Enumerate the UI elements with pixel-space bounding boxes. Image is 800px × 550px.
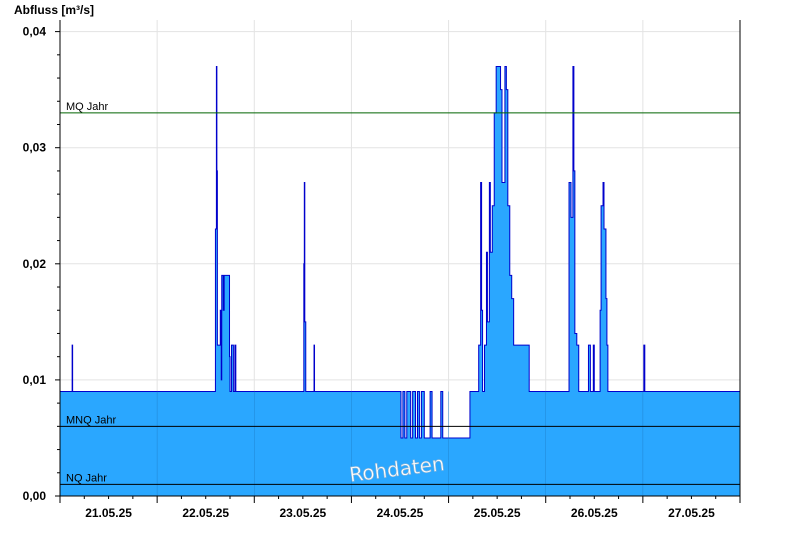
x-tick-label-1: 22.05.25: [182, 506, 229, 520]
x-tick-label-2: 23.05.25: [279, 506, 326, 520]
reference-label-1: MNQ Jahr: [66, 414, 116, 426]
reference-label-2: NQ Jahr: [66, 472, 107, 484]
y-tick-label-0: 0,00: [23, 489, 47, 503]
y-tick-label-1: 0,01: [23, 373, 47, 387]
x-tick-label-5: 26.05.25: [571, 506, 618, 520]
series-area: [60, 66, 740, 496]
x-tick-label-3: 24.05.25: [377, 506, 424, 520]
y-axis-label: Abfluss [m³/s]: [14, 3, 94, 17]
reference-label-0: MQ Jahr: [66, 101, 109, 113]
x-tick-label-4: 25.05.25: [474, 506, 521, 520]
y-tick-label-2: 0,02: [23, 257, 47, 271]
axes: [55, 20, 741, 503]
area-series: [60, 65, 740, 496]
y-tick-label-4: 0,04: [23, 25, 47, 39]
y-tick-labels: 0,00 0,01 0,02 0,03 0,04: [23, 25, 47, 503]
x-tick-labels: 21.05.25 22.05.25 23.05.25 24.05.25 25.05.25…: [85, 506, 715, 520]
x-tick-label-0: 21.05.25: [85, 506, 132, 520]
reference-lines: MQ Jahr MNQ Jahr NQ Jahr: [60, 101, 740, 485]
series-line: [60, 65, 740, 439]
x-tick-label-6: 27.05.25: [668, 506, 715, 520]
y-tick-label-3: 0,03: [23, 141, 47, 155]
